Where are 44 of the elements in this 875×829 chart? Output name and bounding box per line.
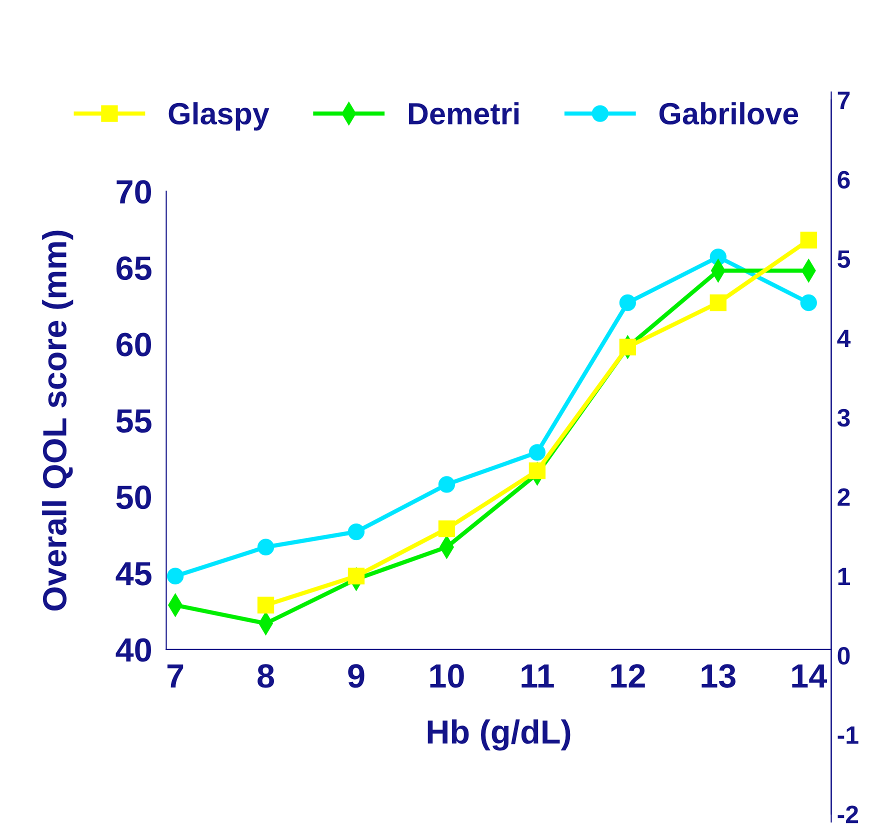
- y-axis-title: Overall QOL score (mm): [42, 230, 74, 611]
- y-tick-label: 65: [116, 256, 152, 280]
- point: [619, 294, 636, 312]
- point: [438, 520, 456, 538]
- y-tick-label: 55: [116, 409, 152, 433]
- point: [348, 568, 365, 584]
- point: [528, 444, 546, 461]
- y2-tick-label: 1: [838, 568, 850, 586]
- point: [166, 568, 184, 584]
- y2-tick-label: 2: [838, 488, 850, 506]
- y2-tick-label: -1: [838, 726, 858, 744]
- point: [438, 476, 456, 493]
- y-tick-label: 50: [116, 485, 151, 510]
- point: [710, 294, 726, 312]
- legend-label: Demetri: [408, 102, 519, 125]
- x-tick-label: 9: [348, 664, 364, 688]
- y2-tick-label: 6: [838, 170, 850, 189]
- y-tick-label: 45: [116, 562, 152, 586]
- y2-tick-label: 4: [837, 330, 851, 348]
- point: [528, 462, 546, 480]
- y2-tick-label: 5: [838, 250, 850, 268]
- point: [800, 232, 817, 248]
- x-tick-label: 10: [430, 664, 464, 688]
- y2-tick-label: 0: [838, 646, 850, 665]
- x-tick-label: 12: [611, 664, 645, 688]
- y2-tick-label: 7: [838, 92, 850, 110]
- y-tick-label: 60: [116, 332, 151, 356]
- legend-label: Gabrilove: [659, 102, 798, 125]
- legend-label: Glaspy: [168, 102, 270, 131]
- point: [619, 338, 636, 356]
- x-tick-label: 7: [167, 664, 184, 688]
- x-tick-label: 11: [522, 664, 554, 688]
- x-tick-label: 8: [258, 664, 274, 688]
- point: [257, 538, 274, 556]
- y2-tick-label: -2: [838, 806, 858, 824]
- x-tick-label: 14: [792, 664, 827, 688]
- point: [257, 596, 274, 614]
- y-tick-label: 40: [116, 638, 151, 662]
- y-tick-label: 70: [116, 180, 151, 204]
- point: [800, 294, 817, 312]
- x-tick-label: 13: [702, 664, 736, 688]
- point: [348, 523, 365, 540]
- y2-tick-label: 3: [837, 408, 850, 427]
- x-axis-title: Hb (g/dL): [428, 719, 570, 751]
